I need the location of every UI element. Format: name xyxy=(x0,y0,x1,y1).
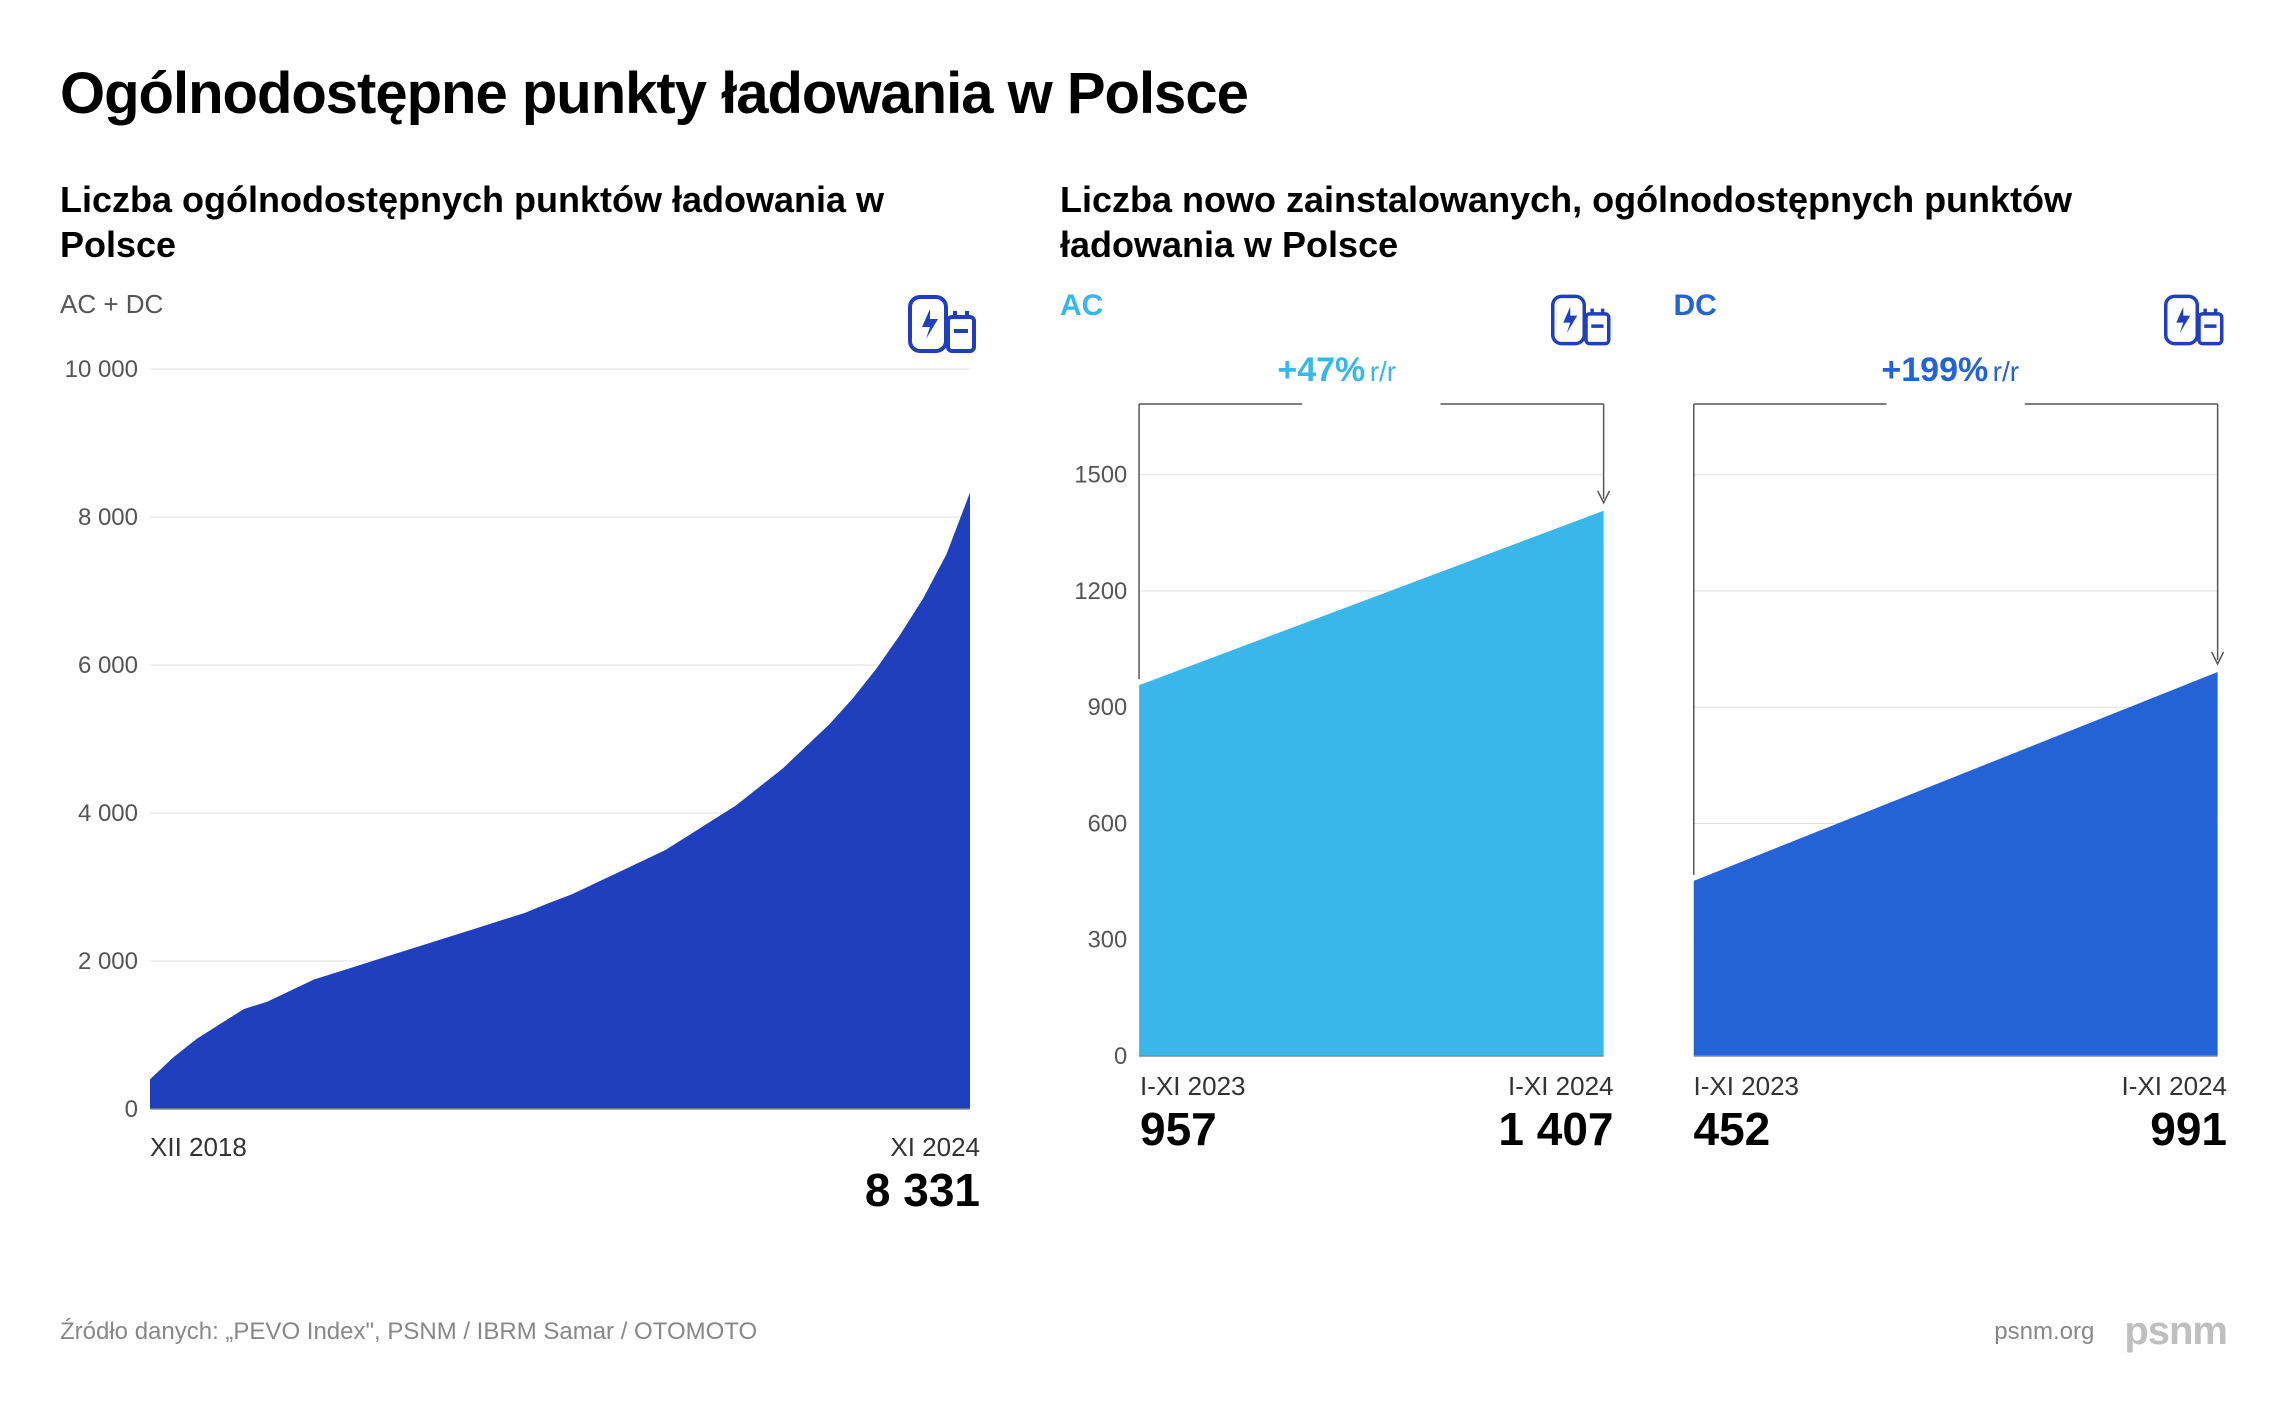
right-chart-subtitle: Liczba nowo zainstalowanych, ogólnodostę… xyxy=(1060,177,2227,267)
psnm-logo: psnm xyxy=(2124,1309,2227,1354)
ac-growth: +47% xyxy=(1277,351,1365,389)
ac-chart: AC +47% r/r 0 300 600 900 1200 1500 xyxy=(1060,289,1614,1156)
ac-x1: I-XI 2023 xyxy=(1140,1071,1246,1102)
charging-icon xyxy=(1544,289,1614,351)
dc-x1: I-XI 2023 xyxy=(1694,1071,1800,1102)
dc-label: DC xyxy=(1674,289,1717,323)
dc-chart: DC +199% r/r xyxy=(1674,289,2228,1156)
site-url: psnm.org xyxy=(1994,1318,2094,1346)
left-end-value: 8 331 xyxy=(865,1163,980,1217)
ac-v2: 1 407 xyxy=(1498,1102,1613,1156)
charts-container: Liczba ogólnodostępnych punktów ładowani… xyxy=(60,177,2227,1217)
area-chart: 0 2 000 4 000 6 000 8 000 10 000 xyxy=(60,359,980,1119)
left-chart-subtitle: Liczba ogólnodostępnych punktów ładowani… xyxy=(60,177,980,267)
dc-rr-label: r/r xyxy=(1993,356,2019,387)
right-chart-panel: Liczba nowo zainstalowanych, ogólnodostę… xyxy=(1060,177,2227,1217)
charging-icon xyxy=(2157,289,2227,351)
svg-text:300: 300 xyxy=(1088,927,1128,954)
svg-text:900: 900 xyxy=(1088,694,1128,721)
left-x-end: XI 2024 xyxy=(865,1132,980,1163)
footer: Źródło danych: „PEVO Index", PSNM / IBRM… xyxy=(60,1309,2227,1354)
page-title: Ogólnodostępne punkty ładowania w Polsce xyxy=(60,60,2227,127)
svg-text:6 000: 6 000 xyxy=(78,652,138,679)
dc-bars xyxy=(1674,396,2228,1066)
dc-v1: 452 xyxy=(1694,1102,1800,1156)
svg-text:8 000: 8 000 xyxy=(78,504,138,531)
left-x-start: XII 2018 xyxy=(150,1132,247,1217)
svg-text:0: 0 xyxy=(125,1096,138,1119)
dc-growth: +199% xyxy=(1881,351,1988,389)
left-chart-panel: Liczba ogólnodostępnych punktów ładowani… xyxy=(60,177,980,1217)
svg-text:0: 0 xyxy=(1114,1043,1127,1066)
ac-rr-label: r/r xyxy=(1370,356,1396,387)
svg-text:1500: 1500 xyxy=(1074,462,1127,489)
charging-icon xyxy=(900,289,980,359)
svg-text:600: 600 xyxy=(1088,810,1128,837)
ac-label: AC xyxy=(1060,289,1103,323)
svg-text:2 000: 2 000 xyxy=(78,948,138,975)
svg-text:1200: 1200 xyxy=(1074,578,1127,605)
svg-text:4 000: 4 000 xyxy=(78,800,138,827)
ac-bars: 0 300 600 900 1200 1500 xyxy=(1060,396,1614,1066)
ac-x2: I-XI 2024 xyxy=(1498,1071,1613,1102)
svg-text:10 000: 10 000 xyxy=(65,359,138,383)
dc-x2: I-XI 2024 xyxy=(2121,1071,2227,1102)
ac-v1: 957 xyxy=(1140,1102,1246,1156)
dc-v2: 991 xyxy=(2121,1102,2227,1156)
left-series-label: AC + DC xyxy=(60,289,163,320)
source-text: Źródło danych: „PEVO Index", PSNM / IBRM… xyxy=(60,1318,757,1346)
